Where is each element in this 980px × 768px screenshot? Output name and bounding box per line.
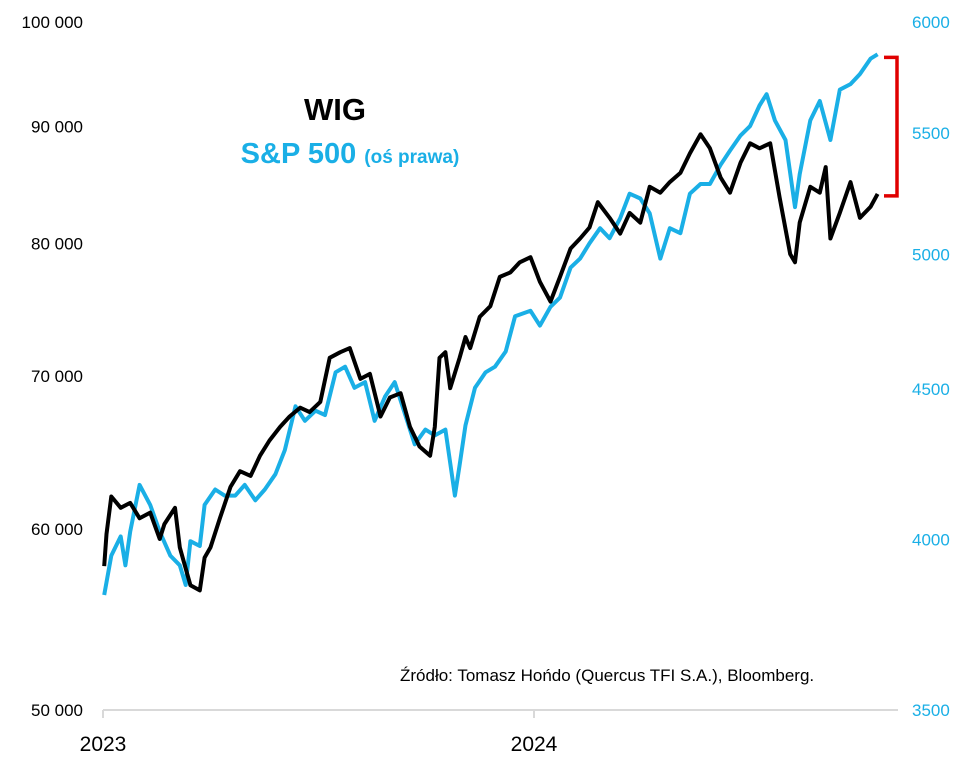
left-tick-label: 80 000: [31, 234, 83, 253]
x-tick-label: 2023: [80, 733, 127, 756]
right-tick-label: 6000: [912, 13, 950, 32]
left-axis-ticks: 50 000 60 000 70 000 80 000 90 000 100 000: [22, 13, 83, 720]
sp500-line: [102, 52, 879, 596]
wig-line: [102, 132, 880, 593]
legend-wig: WIG: [304, 92, 366, 127]
legend-sp500-note: (oś prawa): [364, 147, 460, 168]
right-tick-label: 3500: [912, 701, 950, 720]
series-layer: [102, 52, 880, 596]
legend-sp500: S&P 500 (oś prawa): [200, 138, 500, 171]
left-tick-label: 60 000: [31, 520, 83, 539]
right-tick-label: 5000: [912, 246, 950, 265]
x-tick-label: 2024: [511, 733, 558, 756]
right-tick-label: 4500: [912, 380, 950, 399]
right-tick-label: 4000: [912, 531, 950, 550]
right-axis-ticks: 3500 4000 4500 5000 5500 6000: [912, 13, 950, 720]
right-tick-label: 5500: [912, 124, 950, 143]
legend-sp500-label: S&P 500: [240, 138, 357, 170]
left-tick-label: 100 000: [22, 13, 83, 32]
left-tick-label: 70 000: [31, 367, 83, 386]
left-tick-label: 50 000: [31, 701, 83, 720]
x-axis-ticks: 2023 2024: [80, 710, 558, 756]
source-note: Źródło: Tomasz Hońdo (Quercus TFI S.A.),…: [400, 666, 815, 685]
left-tick-label: 90 000: [31, 118, 83, 137]
gap-bracket: [884, 55, 899, 198]
